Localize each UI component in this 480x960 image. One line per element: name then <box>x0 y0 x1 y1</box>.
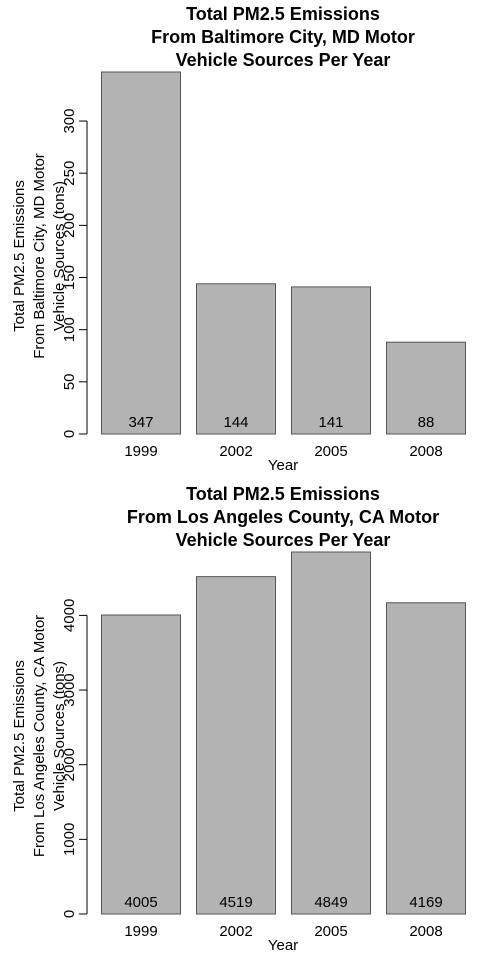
chart-title-line: Total PM2.5 Emissions <box>186 484 380 504</box>
x-tick-label: 1999 <box>124 443 157 460</box>
y-tick-label: 100 <box>61 317 78 342</box>
bar-2002 <box>196 576 276 915</box>
chart-title-line: From Baltimore City, MD Motor <box>151 27 415 47</box>
x-axis-label: Year <box>268 457 298 474</box>
y-tick-label: 0 <box>61 910 78 918</box>
x-tick-label: 2008 <box>409 923 442 940</box>
x-tick-label: 2005 <box>314 443 347 460</box>
data-label: 4519 <box>219 894 252 911</box>
bar-1999 <box>101 71 181 435</box>
y-tick-label: 50 <box>61 373 78 390</box>
y-tick-label: 200 <box>61 213 78 238</box>
bar-2008 <box>386 341 466 435</box>
chart-title-line: Vehicle Sources Per Year <box>176 50 391 70</box>
x-tick-label: 1999 <box>124 923 157 940</box>
x-tick-label: 2008 <box>409 443 442 460</box>
chart-title-line: From Los Angeles County, CA Motor <box>127 507 439 527</box>
chart-title-line: Total PM2.5 Emissions <box>186 4 380 24</box>
data-label: 88 <box>418 414 435 431</box>
y-tick-label: 2000 <box>61 748 78 781</box>
data-label: 347 <box>128 414 153 431</box>
chart-title-line: Vehicle Sources Per Year <box>176 530 391 550</box>
bar-2005 <box>291 551 371 915</box>
x-tick-label: 2002 <box>219 443 252 460</box>
y-axis-label-line: Total PM2.5 Emissions <box>11 180 28 332</box>
bar-2002 <box>196 283 276 435</box>
y-tick-label: 3000 <box>61 673 78 706</box>
data-label: 4169 <box>409 894 442 911</box>
y-axis-label-line: From Los Angeles County, CA Motor <box>31 615 48 857</box>
bar-2008 <box>386 602 466 915</box>
y-tick-label: 1000 <box>61 823 78 856</box>
data-label: 144 <box>223 414 248 431</box>
y-axis-label-line: Vehicle Sources (tons) <box>51 181 68 331</box>
bar-1999 <box>101 614 181 915</box>
y-tick-label: 300 <box>61 109 78 134</box>
x-tick-label: 2005 <box>314 923 347 940</box>
data-label: 4849 <box>314 894 347 911</box>
data-label: 141 <box>318 414 343 431</box>
y-axis-label-line: Total PM2.5 Emissions <box>11 660 28 812</box>
y-tick-label: 150 <box>61 265 78 290</box>
bar-2005 <box>291 286 371 435</box>
x-tick-label: 2002 <box>219 923 252 940</box>
y-tick-label: 4000 <box>61 599 78 632</box>
data-label: 4005 <box>124 894 157 911</box>
y-tick-label: 0 <box>61 430 78 438</box>
y-tick-label: 250 <box>61 161 78 186</box>
y-axis-label-line: Vehicle Sources (tons) <box>51 661 68 811</box>
y-axis-label-line: From Baltimore City, MD Motor <box>31 153 48 359</box>
x-axis-label: Year <box>268 937 298 954</box>
